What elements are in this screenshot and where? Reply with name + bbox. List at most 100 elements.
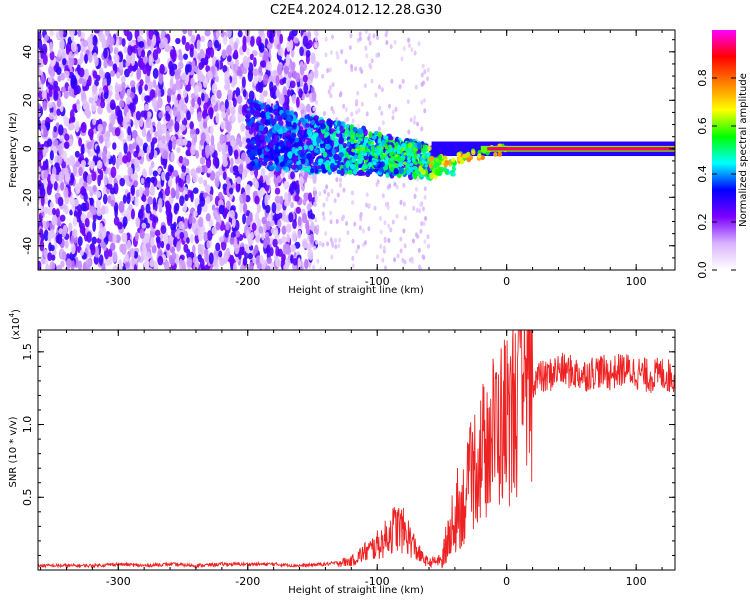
heatmap-cell <box>427 243 431 249</box>
heatmap-cell <box>411 157 415 161</box>
heatmap-cell <box>295 206 302 214</box>
heatmap-cell <box>247 252 253 260</box>
heatmap-cell <box>282 210 286 217</box>
heatmap-cell <box>277 219 282 228</box>
heatmap-cell <box>129 46 136 53</box>
heatmap-cell <box>260 167 266 176</box>
heatmap-cell <box>291 164 297 170</box>
heatmap-cell <box>196 39 201 51</box>
heatmap-cell <box>70 31 75 42</box>
heatmap-cell <box>310 213 316 220</box>
heatmap-cell <box>279 33 284 44</box>
heatmap-cell <box>312 264 316 270</box>
heatmap-cell <box>205 157 212 169</box>
heatmap-cell <box>147 196 153 205</box>
heatmap-cell <box>268 106 273 113</box>
heatmap-cell <box>278 148 285 154</box>
heatmap-cell <box>299 77 304 88</box>
heatmap-cell <box>209 107 214 120</box>
heatmap-cell <box>232 63 238 73</box>
heatmap-cell <box>378 167 384 173</box>
heatmap-cell <box>141 194 147 203</box>
heatmap-cell <box>381 257 385 263</box>
heatmap-cell <box>92 118 97 126</box>
heatmap-cell <box>407 129 411 135</box>
heatmap-cell <box>125 96 131 105</box>
heatmap-cell <box>114 82 119 94</box>
heatmap-cell <box>182 263 187 270</box>
heatmap-cell <box>254 244 259 254</box>
heatmap-cell <box>59 38 65 51</box>
heatmap-cell <box>52 90 59 102</box>
heatmap-cell <box>290 62 295 73</box>
heatmap-cell <box>266 265 271 270</box>
heatmap-cell <box>295 137 300 143</box>
heatmap-cell <box>247 151 253 158</box>
heatmap-cell <box>209 125 214 136</box>
heatmap-cell <box>98 108 103 115</box>
heatmap-cell <box>378 215 382 221</box>
heatmap-cell <box>306 153 312 158</box>
heatmap-cell <box>64 239 69 249</box>
heatmap-cell <box>245 137 251 144</box>
y-tick-label: 40 <box>21 45 34 59</box>
heatmap-cell <box>297 257 302 269</box>
heatmap-cell <box>290 132 297 140</box>
heatmap-cell <box>353 221 357 227</box>
heatmap-cell <box>41 90 47 99</box>
heatmap-cell <box>438 166 443 171</box>
colorbar: 0.0 0.2 0.4 0.6 0.8 Normalized spectral ampl… <box>696 30 749 279</box>
heatmap-cell <box>220 121 226 130</box>
heatmap-cell <box>146 242 151 251</box>
heatmap-cell <box>190 128 196 135</box>
heatmap-cell <box>420 147 427 153</box>
heatmap-cell <box>443 162 448 168</box>
heatmap-cell <box>215 221 221 231</box>
heatmap-cell <box>72 103 77 112</box>
heatmap-cell <box>75 161 81 168</box>
heatmap-cell <box>258 42 265 54</box>
heatmap-cell <box>456 152 461 158</box>
heatmap-cell <box>138 40 145 48</box>
heatmap-cell <box>62 204 67 211</box>
heatmap-cell <box>221 111 226 119</box>
heatmap-cell <box>232 262 238 270</box>
heatmap-cell <box>129 91 135 99</box>
heatmap-cell <box>402 228 406 234</box>
heatmap-cell <box>108 233 113 242</box>
heatmap-cell <box>329 219 333 225</box>
heatmap-cell <box>248 90 255 101</box>
heatmap-cell <box>77 236 83 247</box>
heatmap-cell <box>351 255 355 261</box>
heatmap-cell <box>50 173 56 185</box>
heatmap-cell <box>434 164 438 168</box>
heatmap-cell <box>286 40 291 52</box>
heatmap-cell <box>107 256 113 265</box>
heatmap-cell <box>88 185 93 193</box>
heatmap-cell <box>90 101 97 112</box>
x-tick-label: -300 <box>106 575 131 588</box>
heatmap-cell <box>418 264 422 270</box>
heatmap-cell <box>258 226 264 234</box>
heatmap-cell <box>163 149 169 160</box>
heatmap-cell <box>260 103 266 110</box>
heatmap-cell <box>187 30 193 37</box>
heatmap-cell <box>49 150 54 161</box>
heatmap-cell <box>128 102 135 112</box>
heatmap-cell <box>306 31 312 39</box>
heatmap-cell <box>106 151 111 160</box>
heatmap-cell <box>179 231 185 239</box>
heatmap-cell <box>227 89 233 101</box>
heatmap-cell <box>423 194 427 200</box>
heatmap-cell <box>62 251 67 261</box>
heatmap-cell <box>63 150 67 162</box>
heatmap-cell <box>171 50 177 63</box>
heatmap-cell <box>96 160 103 170</box>
heatmap-cell <box>377 151 381 155</box>
heatmap-cell <box>419 157 424 162</box>
heatmap-cell <box>173 99 179 107</box>
chart-title: C2E4.2024.012.12.28.G30 <box>270 3 442 18</box>
heatmap-cell <box>371 148 375 153</box>
snr-y-ticks: 0.5 1.0 1.5 <box>21 336 675 571</box>
heatmap-cell <box>49 201 54 209</box>
